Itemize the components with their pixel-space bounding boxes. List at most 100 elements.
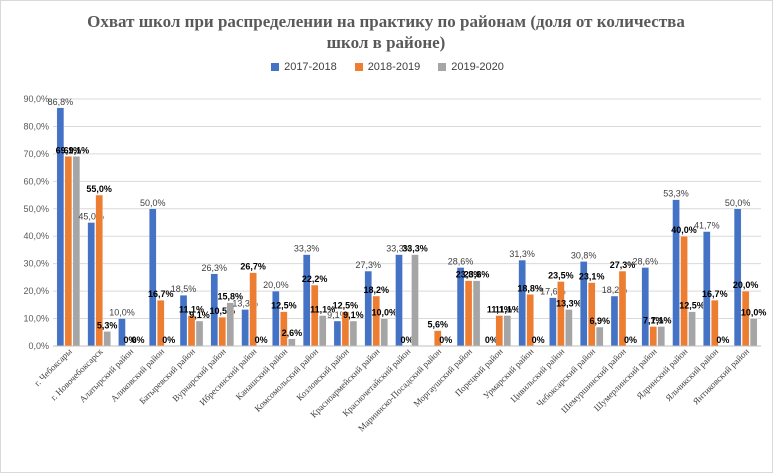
data-label: 0% <box>485 335 498 345</box>
data-label: 50,0% <box>725 198 751 208</box>
bar-2018-2019 <box>372 295 380 347</box>
data-label: 40,0% <box>671 225 697 235</box>
data-label: 12,5% <box>679 301 705 311</box>
data-label: 10,5% <box>210 306 236 316</box>
legend-label-2018-2019: 2018-2019 <box>367 61 421 73</box>
data-label: 0% <box>162 335 175 345</box>
data-label: 2,6% <box>282 328 303 338</box>
y-tick-label: 90,0% <box>23 94 49 104</box>
bar-2017-2018 <box>672 199 680 347</box>
bar-2018-2019 <box>680 236 688 347</box>
data-label: 15,8% <box>218 292 244 302</box>
bar-2017-2018 <box>56 107 65 347</box>
data-label: 9,1% <box>327 310 348 320</box>
data-label: 0% <box>624 335 637 345</box>
legend-label-2017-2018: 2017-2018 <box>284 61 337 73</box>
data-label: 18,2% <box>602 285 628 295</box>
bar-2019-2020 <box>657 326 665 347</box>
legend-item-2018-2019: 2018-2019 <box>354 61 421 73</box>
data-label: 11,1% <box>495 305 520 315</box>
bar-2019-2020 <box>503 315 511 347</box>
data-label: 26,3% <box>202 263 228 273</box>
data-label: 0% <box>439 335 452 345</box>
y-tick-label: 50,0% <box>23 204 49 214</box>
bar-2017-2018 <box>149 208 157 347</box>
data-label: 53,3% <box>663 189 689 199</box>
data-label: 10,0% <box>741 308 767 318</box>
bar-2017-2018 <box>333 320 342 347</box>
y-tick-label: 0,0% <box>28 341 49 351</box>
data-label: 16,7% <box>702 289 728 299</box>
data-label: 20,0% <box>263 280 289 290</box>
bar-2019-2020 <box>411 254 419 347</box>
bar-2017-2018 <box>518 259 526 347</box>
data-label: 27,3% <box>355 260 381 270</box>
data-label: 22,2% <box>302 274 328 284</box>
bar-2018-2019 <box>741 290 750 347</box>
x-category-label: г. Новочебоксарск <box>48 346 105 403</box>
bar-2019-2020 <box>195 320 204 347</box>
bar-2019-2020 <box>103 331 111 347</box>
x-category-label: Моргаушский район <box>412 346 475 409</box>
data-label: 31,3% <box>509 249 535 259</box>
y-tick-label: 40,0% <box>23 231 49 241</box>
bar-2019-2020 <box>72 156 81 347</box>
data-label: 23,8% <box>456 270 482 280</box>
data-label: 5,3% <box>97 320 118 330</box>
bar-2019-2020 <box>472 280 481 347</box>
data-label: 12,5% <box>271 301 297 311</box>
legend-item-2019-2020: 2019-2020 <box>438 61 504 73</box>
bar-2018-2019 <box>64 156 73 347</box>
data-label: 10,0% <box>109 308 135 318</box>
bar-2019-2020 <box>288 338 296 347</box>
bar-2019-2020 <box>380 318 388 347</box>
data-label: 6,9% <box>589 316 610 326</box>
bar-2017-2018 <box>395 254 403 347</box>
data-label: 9,1% <box>343 310 364 320</box>
data-label: 16,7% <box>148 289 174 299</box>
data-label: 33,3% <box>386 244 412 254</box>
y-tick-label: 60,0% <box>23 176 49 186</box>
bar-2017-2018 <box>179 295 188 347</box>
bar-2017-2018 <box>241 309 249 347</box>
data-label: 28,6% <box>632 257 658 267</box>
x-category-label: Козловский район <box>295 346 351 402</box>
bar-2017-2018 <box>87 222 95 347</box>
data-label: 26,7% <box>240 262 266 272</box>
bar-2019-2020 <box>319 315 327 347</box>
data-label: 11,1% <box>487 305 512 315</box>
data-label: 33,3% <box>402 244 428 254</box>
data-label: 18,5% <box>171 284 197 294</box>
bar-2017-2018 <box>272 290 280 347</box>
bar-2017-2018 <box>641 267 649 347</box>
x-category-label: Аликовский район <box>109 346 167 404</box>
data-label: 7,1% <box>643 316 664 326</box>
bar-2019-2020 <box>596 326 604 347</box>
x-category-label: Янтиковский район <box>691 346 751 406</box>
bar-2019-2020 <box>749 318 758 347</box>
data-label: 13,3% <box>232 298 258 308</box>
y-tick-label: 30,0% <box>23 259 49 269</box>
data-label: 55,0% <box>86 184 112 194</box>
legend-swatch-2018-2019 <box>354 63 363 71</box>
data-label: 0% <box>716 335 729 345</box>
data-label: 23,8% <box>464 270 490 280</box>
bar-2018-2019 <box>557 281 565 347</box>
data-label: 9,1% <box>189 310 210 320</box>
data-label: 45,0% <box>78 212 104 222</box>
bar-2018-2019 <box>464 280 473 347</box>
y-tick-label: 20,0% <box>23 286 49 296</box>
x-category-label: Ибресинский район <box>197 346 258 407</box>
bar-2017-2018 <box>733 208 742 347</box>
x-category-label: Чебоксарский район <box>534 346 597 409</box>
bar-2018-2019 <box>311 284 319 347</box>
legend: 2017-2018 2018-2019 2019-2020 <box>1 61 773 73</box>
x-category-label: Батыревский район <box>137 346 197 406</box>
x-category-label: Алатырский район <box>77 346 135 404</box>
data-label: 0% <box>400 335 413 345</box>
data-label: 10,0% <box>371 308 397 318</box>
bar-2019-2020 <box>226 302 234 347</box>
data-label: 11,1% <box>179 305 204 315</box>
